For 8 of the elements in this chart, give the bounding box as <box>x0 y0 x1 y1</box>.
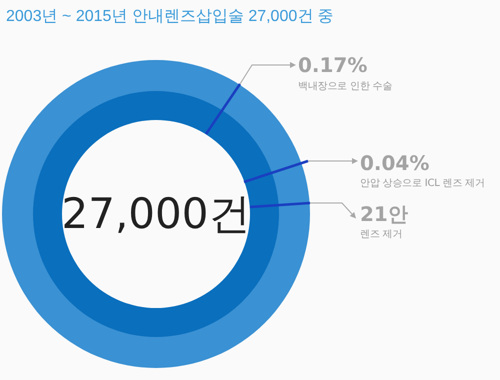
category-label: 렌즈 제거 <box>360 228 402 242</box>
data-label: 0.17% <box>298 53 368 77</box>
text: 2003년 ~ 2015년 안내렌즈삽입술 27,000건 중 <box>6 7 334 27</box>
category-label: 안압 상승으로 ICL 렌즈 제거 <box>360 177 485 191</box>
data-label: 21안 <box>360 202 408 226</box>
text: 27,000건 <box>62 189 250 239</box>
category-label: 백내장으로 인한 수술 <box>298 80 392 94</box>
data-label: 0.04% <box>360 151 430 175</box>
